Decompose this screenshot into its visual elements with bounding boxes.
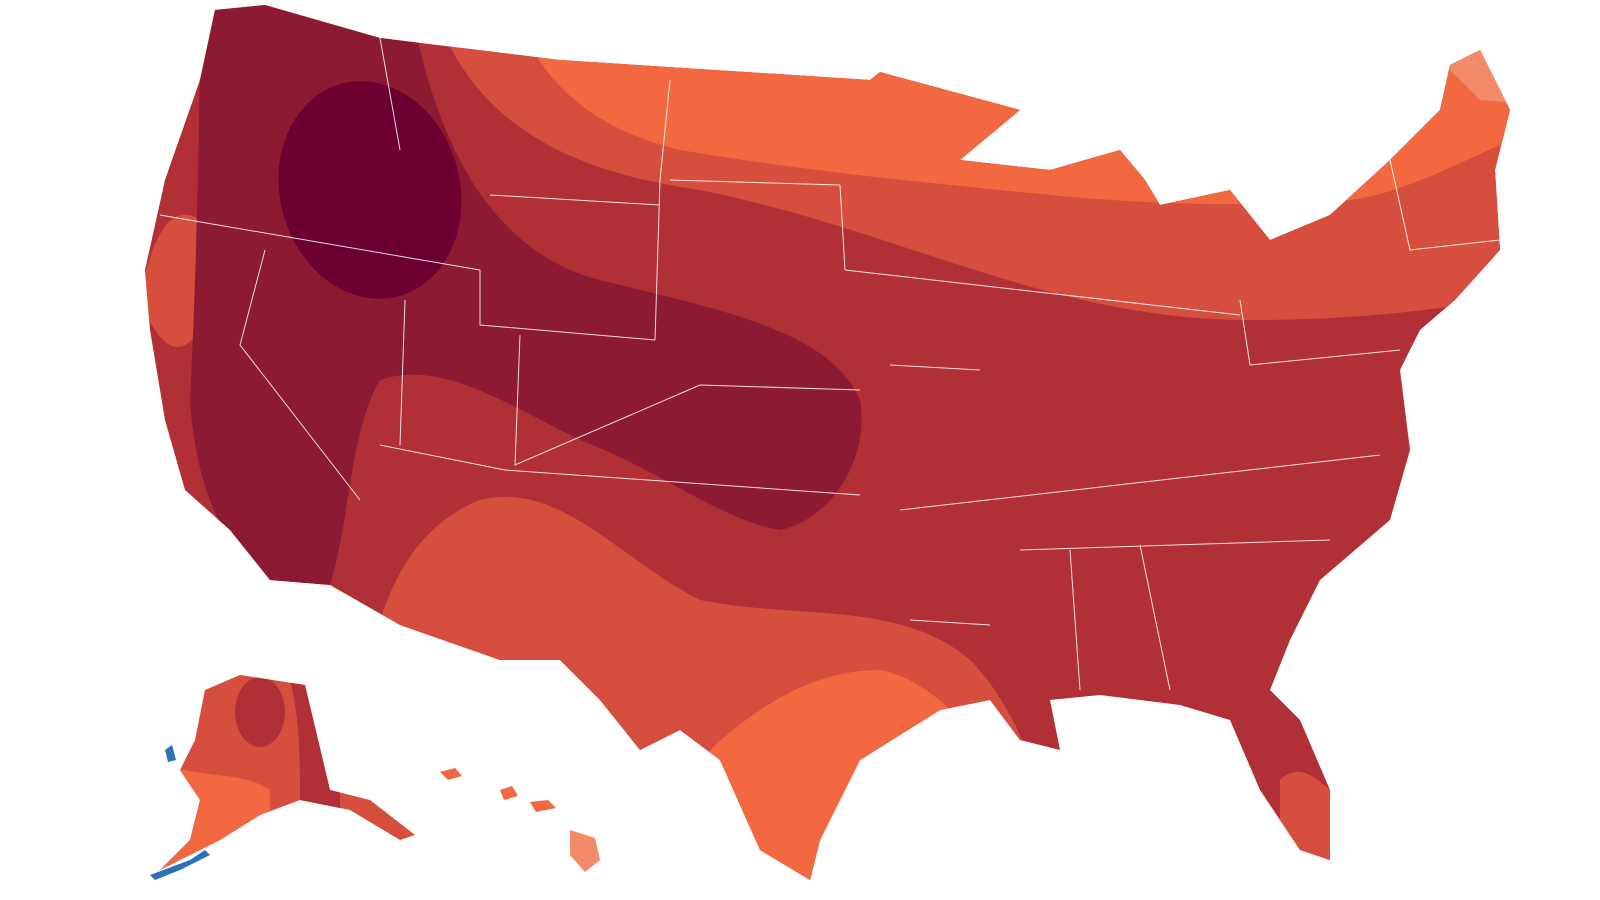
island: [165, 745, 176, 762]
hawaii: [440, 768, 600, 872]
temperature-band: [145, 214, 200, 347]
island: [500, 786, 518, 800]
island: [570, 830, 600, 872]
temperature-band: [278, 81, 462, 299]
island: [440, 768, 462, 780]
alaska: [160, 675, 415, 870]
temperature-band: [1420, 40, 1510, 110]
state-borders: [159, 37, 1501, 691]
island: [530, 800, 556, 812]
aleutians: [150, 745, 210, 880]
island-chain: [150, 850, 210, 880]
temperature-band: [235, 677, 285, 747]
temperature-band: [1280, 771, 1340, 880]
